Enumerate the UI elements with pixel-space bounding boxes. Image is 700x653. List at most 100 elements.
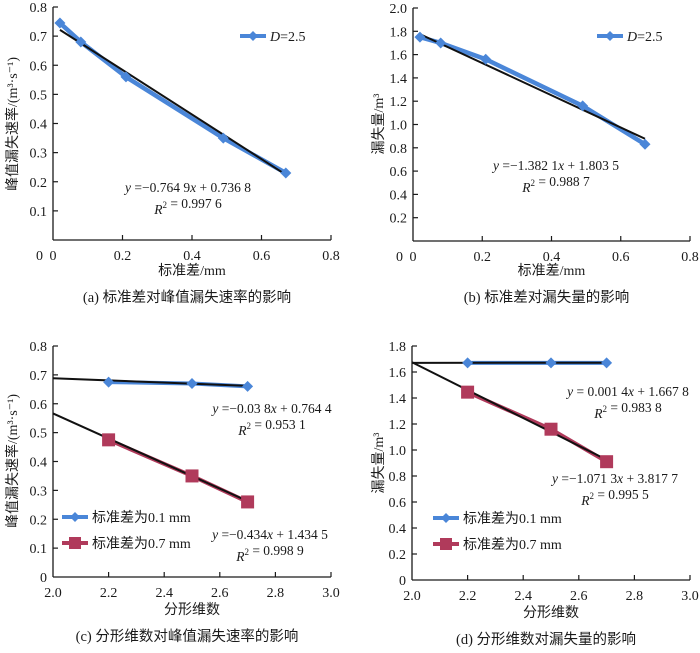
series-0: y =−1.382 1x + 1.803 5R2 = 0.988 7	[414, 31, 651, 195]
y-tick-label: 0	[399, 574, 406, 589]
x-axis-title: 分形维数	[164, 602, 220, 618]
y-axis-title: 漏失量/m³	[371, 94, 387, 155]
x-tick-label: 2.2	[100, 586, 118, 601]
trend-r2: R2 = 0.988 7	[521, 174, 590, 195]
series-line	[466, 390, 608, 464]
data-point	[280, 167, 292, 179]
trend-equation: y =−0.434x + 1.434 5	[210, 527, 328, 542]
data-point	[435, 37, 447, 49]
x-tick-label: 0	[410, 250, 417, 265]
chart-panel-a: 0 0.2 0.4 0.6 0.8 0.1 0.2 0.3 0.4 0.5 0.6 0.7 0.8 0 标准…	[4, 1, 340, 306]
origin-label: 0	[36, 249, 43, 264]
legend: 标准差为0.1 mm 标准差为0.7 mm	[433, 511, 562, 553]
y-tick-label: 0.8	[30, 1, 48, 16]
x-tick-label: 0	[50, 249, 57, 264]
y-tick-label: 0.6	[30, 59, 48, 74]
x-tick-label: 0.6	[612, 250, 630, 265]
y-tick-label: 0.8	[390, 142, 408, 157]
data-point	[75, 36, 87, 48]
y-axis-title: 漏失量/m³	[371, 433, 387, 494]
x-tick-label: 2.6	[211, 586, 229, 601]
x-axis-title: 分形维数	[523, 605, 579, 621]
trend-equation: y =−1.382 1x + 1.803 5	[491, 158, 619, 173]
data-point	[103, 376, 115, 388]
chart-panel-b: 0 0.2 0.4 0.6 0.8 0.2 0.4 0.6 0.8 1.0 1.2 1.4 1.6 1.8…	[371, 2, 699, 306]
panel-caption: (b) 标准差对漏失量的影响	[464, 289, 630, 306]
y-tick-label: 0.2	[389, 548, 407, 563]
y-tick-label: 2.0	[390, 2, 408, 17]
data-point	[461, 385, 475, 399]
panel-caption: (c) 分形维数对峰值漏失速率的影响	[76, 628, 299, 645]
trend-equation: y =−0.764 9x + 0.736 8	[123, 180, 251, 195]
y-tick-label: 0.3	[30, 484, 48, 499]
x-tick-label: 0.2	[474, 250, 492, 265]
series-0: y =−0.764 9x + 0.736 8R2 = 0.997 6	[54, 17, 292, 217]
y-tick-label: 0.4	[30, 456, 48, 471]
x-tick-label: 0.8	[681, 250, 699, 265]
y-tick-label: 1.4	[390, 72, 408, 87]
y-tick-label: 0.2	[30, 176, 48, 191]
data-point	[545, 357, 557, 369]
x-tick-label: 3.0	[681, 589, 699, 604]
trendline	[59, 29, 287, 176]
y-tick-label: 0.8	[30, 340, 48, 355]
y-tick-label: 0.4	[30, 118, 48, 133]
y-tick-label: 0.5	[30, 427, 48, 442]
x-tick-label: 3.0	[322, 586, 340, 601]
legend: D=2.5	[240, 30, 306, 45]
data-point	[217, 132, 229, 144]
trend-r2: R2 = 0.995 5	[580, 487, 649, 508]
legend-label: 标准差为0.7 mm	[463, 537, 562, 553]
y-tick-label: 1.6	[390, 49, 408, 64]
y-tick-label: 0.8	[389, 470, 407, 485]
y-tick-label: 0.6	[30, 398, 48, 413]
x-axis-title: 标准差/mm	[518, 263, 586, 279]
legend-label: D=2.5	[269, 30, 306, 45]
chart-panel-d: 2.0 2.2 2.4 2.6 2.8 3.0 0 0.2 0.4 0.6 0.8 1.0 1.2 1.4…	[371, 340, 699, 648]
data-point	[577, 100, 589, 112]
series-line	[419, 34, 647, 147]
legend: 标准差为0.1 mm 标准差为0.7 mm	[62, 510, 191, 552]
series-0: y =−0.03 8x + 0.764 4R2 = 0.953 1	[52, 376, 332, 438]
y-tick-label: 1.2	[390, 95, 408, 110]
y-tick-label: 1.2	[389, 418, 407, 433]
legend-label: 标准差为0.7 mm	[92, 536, 191, 552]
data-point	[186, 378, 198, 390]
legend-marker	[605, 31, 615, 41]
trendline	[52, 412, 249, 503]
data-point	[414, 31, 426, 43]
legend-marker	[440, 538, 452, 550]
y-tick-label: 0.7	[30, 369, 48, 384]
data-point	[242, 380, 254, 392]
y-tick-label: 1.6	[389, 366, 407, 381]
origin-label: 0	[396, 250, 403, 265]
y-tick-label: 0.1	[30, 205, 48, 220]
x-tick-label: 2.4	[155, 586, 173, 601]
y-tick-label: 0	[40, 571, 47, 586]
trend-equation: y =−0.03 8x + 0.764 4	[210, 401, 331, 416]
x-tick-label: 2.4	[514, 589, 532, 604]
x-tick-label: 2.0	[403, 589, 421, 604]
x-tick-label: 2.2	[459, 589, 477, 604]
data-point	[185, 469, 199, 483]
chart-panel-c: 2.0 2.2 2.4 2.6 2.8 3.0 0 0.1 0.2 0.3 0.4 0.5 0.6 0.7…	[4, 340, 340, 645]
trendline	[52, 377, 248, 387]
x-tick-label: 0.4	[543, 250, 561, 265]
y-axis-title: 峰值漏失速率/(m³·s⁻¹)	[4, 394, 21, 528]
x-tick-label: 0.2	[114, 249, 132, 264]
data-point	[639, 138, 651, 150]
legend-label: 标准差为0.1 mm	[92, 510, 191, 526]
y-tick-label: 0.1	[30, 542, 48, 557]
trendline	[419, 33, 646, 140]
y-tick-label: 0.6	[389, 496, 407, 511]
y-tick-label: 0.4	[390, 188, 408, 203]
trendline	[411, 361, 608, 461]
x-tick-label: 0.8	[322, 249, 340, 264]
data-point	[601, 357, 613, 369]
y-tick-label: 0.3	[30, 147, 48, 162]
trend-r2: R2 = 0.983 8	[593, 400, 662, 421]
data-point	[120, 71, 132, 83]
trend-r2: R2 = 0.998 9	[235, 543, 304, 564]
legend-label: 标准差为0.1 mm	[463, 511, 562, 527]
